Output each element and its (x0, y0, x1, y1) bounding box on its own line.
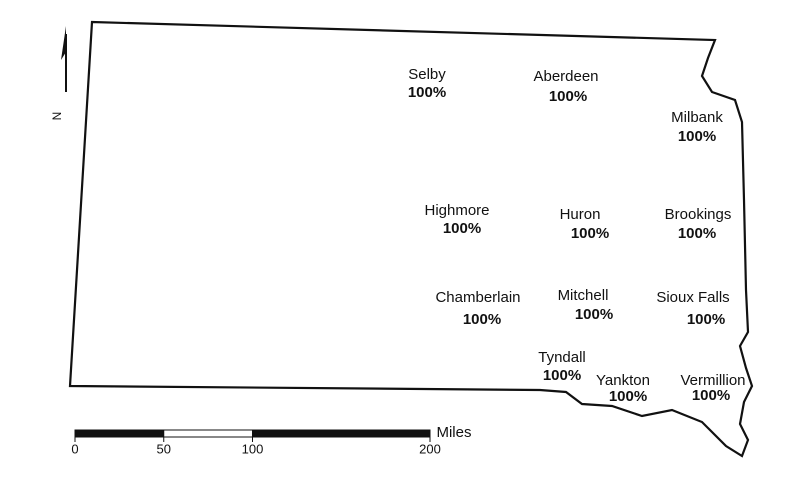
city-percent: 100% (463, 311, 501, 328)
city-percent: 100% (575, 306, 613, 323)
city-name: Chamberlain (435, 289, 520, 306)
city-percent: 100% (443, 220, 481, 237)
state-outline (68, 20, 754, 458)
city-percent: 100% (408, 84, 446, 101)
scale-tick-label: 50 (157, 441, 171, 456)
scale-segment (74, 429, 165, 438)
city-name: Milbank (671, 109, 723, 126)
city-name: Sioux Falls (656, 289, 729, 306)
city-name: Tyndall (538, 349, 586, 366)
city-percent: 100% (543, 367, 581, 384)
city-percent: 100% (692, 387, 730, 404)
city-name: Brookings (665, 206, 732, 223)
city-name: Huron (560, 206, 601, 223)
city-name: Yankton (596, 372, 650, 389)
city-percent: 100% (571, 225, 609, 242)
city-percent: 100% (549, 88, 587, 105)
city-percent: 100% (678, 225, 716, 242)
city-percent: 100% (609, 388, 647, 405)
city-percent: 100% (678, 128, 716, 145)
city-name: Highmore (424, 202, 489, 219)
scale-tick-label: 0 (71, 441, 78, 456)
city-percent: 100% (687, 311, 725, 328)
north-arrow: N (50, 26, 67, 121)
scale-tick-label: 100 (242, 441, 264, 456)
scale-tick-label: 200 (419, 441, 441, 456)
scale-unit: Miles (436, 424, 471, 441)
scale-segment (252, 429, 431, 438)
scale-segment (163, 429, 253, 438)
city-name: Aberdeen (533, 68, 598, 85)
city-name: Selby (408, 66, 446, 83)
city-name: Vermillion (680, 372, 745, 389)
north-label: N (50, 112, 64, 121)
city-name: Mitchell (558, 287, 609, 304)
